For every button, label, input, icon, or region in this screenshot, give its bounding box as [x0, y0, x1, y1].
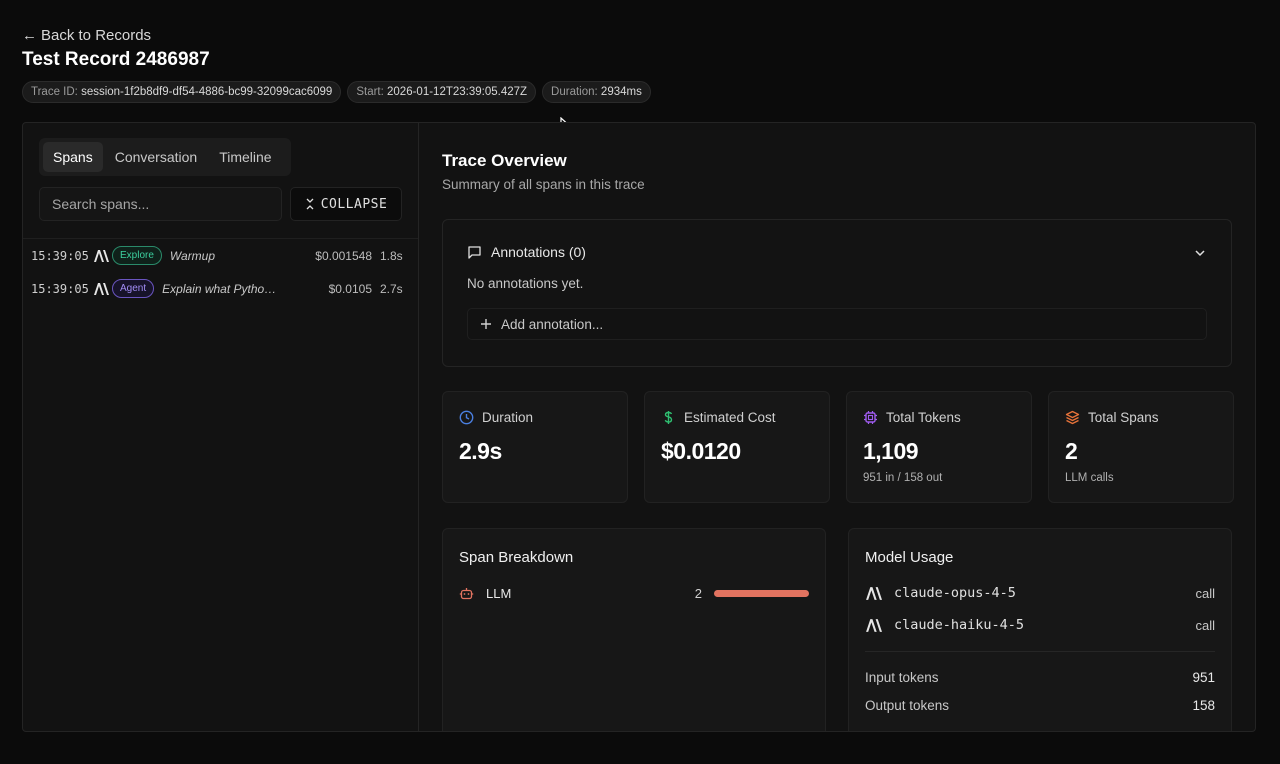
anthropic-icon [94, 282, 109, 295]
annotations-section: Annotations (0) No annotations yet. Add … [442, 219, 1232, 367]
stat-value: 1,109 [863, 438, 919, 464]
anthropic-icon [94, 249, 109, 262]
model-row: claude-haiku-4-5 call [865, 617, 1215, 633]
anthropic-icon [866, 618, 882, 632]
duration-label: Duration: [551, 86, 598, 98]
model-calls: call [1195, 617, 1215, 633]
trace-id-label: Trace ID: [31, 86, 78, 98]
robot-icon [459, 588, 474, 600]
output-tokens-label: Output tokens [865, 698, 950, 713]
stat-value: 2 [1065, 438, 1078, 464]
stat-label: Duration [482, 410, 534, 425]
span-cost: $0.0105 [328, 281, 372, 296]
add-annotation-button[interactable]: Add annotation... [467, 308, 1207, 340]
search-spans-input[interactable] [39, 187, 282, 221]
trace-overview: Trace Overview Summary of all spans in t… [420, 123, 1255, 731]
stat-card-spans: Total Spans 2 LLM calls [1048, 391, 1234, 503]
span-time: 15:39:05 [31, 281, 89, 296]
trace-meta: Trace ID: session-1f2b8df9-df54-4886-bc9… [22, 81, 651, 103]
overview-title: Trace Overview [442, 151, 567, 170]
stat-value: 2.9s [459, 438, 502, 464]
annotations-title: Annotations (0) [491, 244, 586, 260]
spans-sidebar: Spans Conversation Timeline COLLAPSE 15:… [23, 123, 419, 731]
duration-value: 2934ms [600, 86, 642, 98]
stat-label: Total Spans [1088, 410, 1159, 425]
model-usage-title: Model Usage [865, 549, 954, 566]
layers-icon [1065, 410, 1080, 425]
overview-subtitle: Summary of all spans in this trace [442, 177, 645, 192]
span-list: 15:39:05 Explore Warmup $0.001548 1.8s 1… [23, 238, 418, 305]
collapse-button[interactable]: COLLAPSE [290, 187, 402, 221]
tab-conversation[interactable]: Conversation [114, 149, 198, 165]
arrow-left-icon: ← [22, 27, 37, 44]
collapse-label: COLLAPSE [320, 196, 388, 212]
chip-icon [864, 411, 877, 424]
input-tokens-row: Input tokens 951 [865, 670, 1215, 685]
span-breakdown-bar [714, 590, 809, 597]
stat-label: Estimated Cost [684, 410, 776, 425]
output-tokens-value: 158 [1192, 698, 1215, 713]
model-name: claude-haiku-4-5 [894, 617, 1025, 633]
input-tokens-value: 951 [1192, 670, 1215, 685]
plus-icon [481, 319, 491, 329]
span-breakdown-title: Span Breakdown [459, 549, 574, 566]
span-breakdown-count: 2 [694, 586, 702, 601]
output-tokens-row: Output tokens 158 [865, 698, 1215, 713]
tab-spans[interactable]: Spans [43, 142, 103, 172]
tab-timeline[interactable]: Timeline [219, 149, 272, 165]
stats-row: Duration 2.9s Estimated Cost $0.0120 [442, 391, 1234, 503]
chevron-down-icon[interactable] [1193, 246, 1207, 260]
stat-card-cost: Estimated Cost $0.0120 [644, 391, 830, 503]
model-usage-card: Model Usage claude-opus-4-5 call claude-… [848, 528, 1232, 731]
span-row[interactable]: 15:39:05 Explore Warmup $0.001548 1.8s [23, 239, 418, 272]
back-to-records-link[interactable]: ← Back to Records [22, 27, 151, 44]
duration-chip: Duration: 2934ms [542, 81, 651, 103]
span-row[interactable]: 15:39:05 Agent Explain what Python ... $… [23, 272, 418, 305]
page-title: Test Record 2486987 [22, 49, 210, 70]
input-tokens-label: Input tokens [865, 670, 939, 685]
add-annotation-label: Add annotation... [501, 316, 604, 332]
model-name: claude-opus-4-5 [894, 585, 1016, 601]
trace-id-chip: Trace ID: session-1f2b8df9-df54-4886-bc9… [22, 81, 342, 103]
model-row: claude-opus-4-5 call [865, 585, 1215, 601]
anthropic-icon [866, 586, 882, 600]
clock-icon [459, 410, 474, 425]
model-calls: call [1195, 585, 1215, 601]
span-duration: 2.7s [380, 281, 403, 296]
dollar-icon [664, 411, 673, 424]
stat-card-duration: Duration 2.9s [442, 391, 628, 503]
span-name: Warmup [169, 248, 216, 263]
span-cost: $0.001548 [315, 248, 372, 263]
trace-panel: Spans Conversation Timeline COLLAPSE 15:… [22, 122, 1256, 732]
collapse-icon [306, 198, 314, 210]
stat-value: $0.0120 [661, 438, 741, 464]
stat-label: Total Tokens [886, 410, 961, 425]
stat-sub: 951 in / 158 out [863, 472, 943, 484]
message-icon [468, 245, 481, 259]
span-duration: 1.8s [380, 248, 403, 263]
view-tabs: Spans Conversation Timeline [39, 138, 291, 176]
stat-sub: LLM calls [1065, 472, 1114, 484]
span-time: 15:39:05 [31, 248, 89, 263]
divider [865, 651, 1215, 652]
trace-id-value: session-1f2b8df9-df54-4886-bc99-32099cac… [81, 86, 333, 98]
annotations-empty-text: No annotations yet. [467, 276, 584, 291]
span-breakdown-label: LLM [486, 586, 512, 601]
annotations-header[interactable]: Annotations (0) [467, 244, 586, 260]
start-chip: Start: 2026-01-12T23:39:05.427Z [347, 81, 537, 103]
start-label: Start: [356, 86, 384, 98]
span-name: Explain what Python ... [162, 281, 283, 296]
back-label: Back to Records [41, 27, 152, 44]
span-breakdown-row: LLM 2 [459, 586, 809, 601]
span-breakdown-card: Span Breakdown LLM 2 [442, 528, 826, 731]
span-type-badge: Explore [112, 246, 162, 265]
span-type-badge: Agent [112, 279, 155, 298]
start-value: 2026-01-12T23:39:05.427Z [387, 86, 528, 98]
stat-card-tokens: Total Tokens 1,109 951 in / 158 out [846, 391, 1032, 503]
